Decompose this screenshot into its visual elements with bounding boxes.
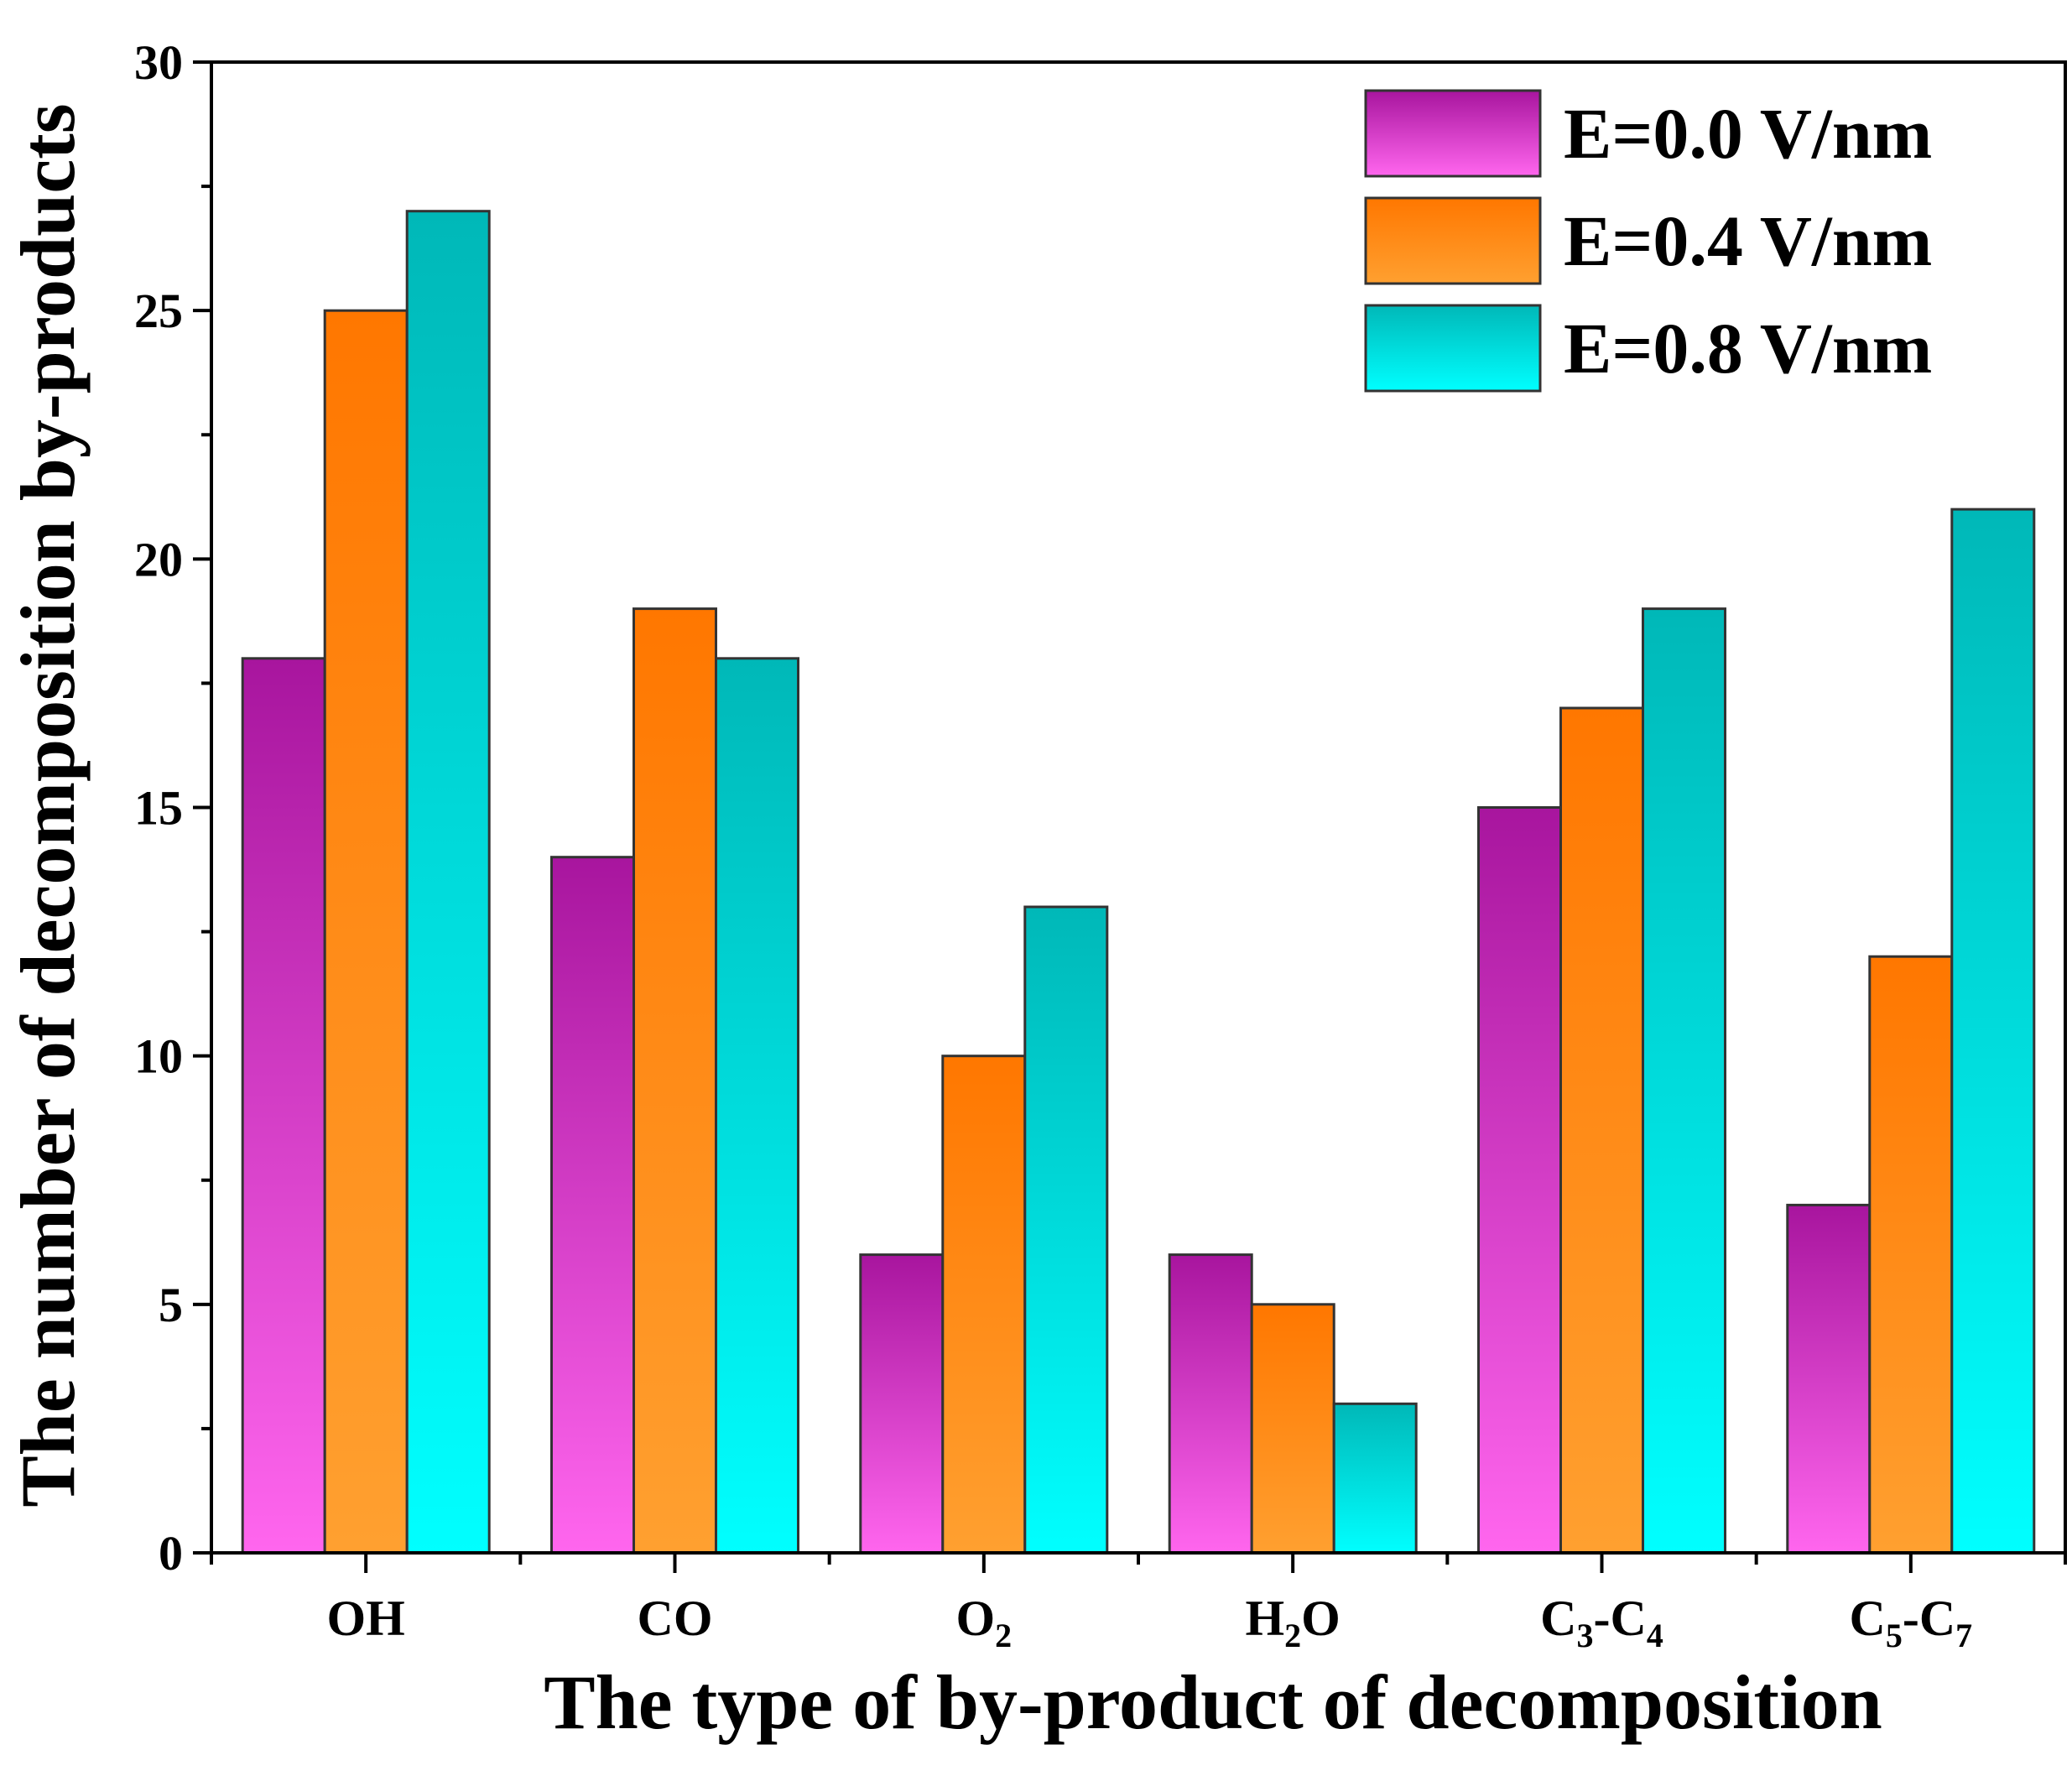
legend-swatch [1364, 196, 1542, 285]
x-tick-label: CO [638, 1591, 713, 1646]
legend: E=0.0 V/nm E=0.4 V/nm E=0.8 V/nm [1364, 89, 1932, 393]
bar [633, 607, 717, 1555]
axes-layer [193, 60, 2067, 1573]
x-tick-label: C5-C7 [1850, 1591, 1973, 1654]
bar [550, 856, 635, 1555]
y-tick-label: 25 [134, 284, 183, 338]
bar [1023, 905, 1109, 1555]
y-axis-title: The number of decomposition by-products [5, 103, 91, 1507]
y-tick-label: 30 [134, 35, 183, 90]
x-tick-label: H2O [1245, 1591, 1340, 1654]
legend-label: E=0.4 V/nm [1564, 201, 1932, 281]
bar [941, 1055, 1027, 1555]
bar [1950, 508, 2036, 1555]
bar [1868, 955, 1954, 1555]
y-tick-label: 0 [159, 1526, 183, 1581]
bar [715, 657, 799, 1555]
bar [405, 210, 491, 1555]
bar [323, 309, 409, 1555]
x-tick-label: O2 [955, 1591, 1012, 1654]
bars-layer [241, 210, 2036, 1555]
x-tick-label: OH [326, 1591, 404, 1646]
bar [1477, 806, 1562, 1555]
bar [1332, 1402, 1418, 1555]
y-tick-label: 20 [134, 532, 183, 586]
legend-swatch [1364, 89, 1542, 178]
bar [859, 1253, 945, 1555]
bar [1250, 1303, 1335, 1555]
y-tick-label: 15 [134, 781, 183, 836]
bar [1168, 1253, 1253, 1555]
x-tick-label: C3-C4 [1540, 1591, 1663, 1654]
bar [1559, 706, 1644, 1555]
y-tick-label: 10 [134, 1029, 183, 1084]
labels-layer: 0 5 10 15 20 25 30 OH CO O2 H2O C3-C4 C5-C7 [134, 35, 1972, 1654]
legend-label: E=0.0 V/nm [1564, 93, 1932, 174]
bar [1786, 1203, 1872, 1555]
bar [241, 657, 326, 1555]
bar [1642, 607, 1726, 1555]
legend-swatch [1364, 304, 1542, 393]
legend-label: E=0.8 V/nm [1564, 308, 1932, 388]
y-tick-label: 5 [159, 1278, 183, 1332]
x-axis-title: The type of by-product of decomposition [544, 1659, 1882, 1745]
